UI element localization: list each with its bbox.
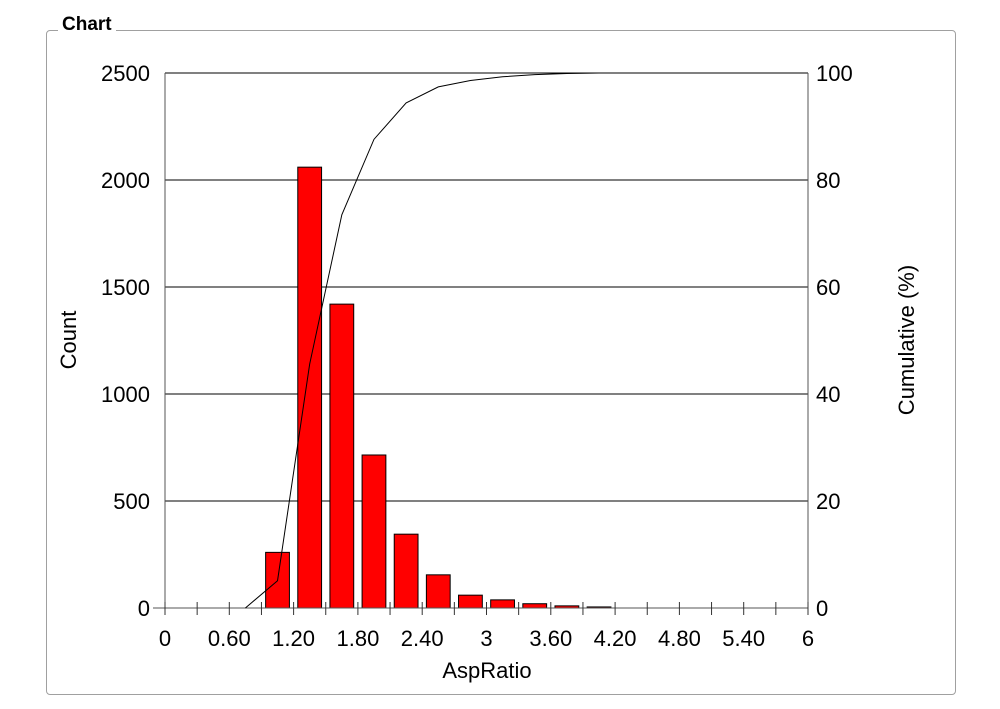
y2-tick-label: 40 bbox=[816, 382, 840, 407]
x-tick-label: 6 bbox=[802, 626, 814, 651]
y2-tick-label: 20 bbox=[816, 489, 840, 514]
y-tick-label: 2000 bbox=[101, 168, 150, 193]
x-tick-label: 1.80 bbox=[336, 626, 379, 651]
chart-group-title: Chart bbox=[58, 14, 116, 36]
histogram-bar bbox=[361, 454, 387, 609]
y-tick-label: 0 bbox=[138, 596, 150, 621]
histogram-bar bbox=[297, 166, 323, 609]
histogram-bar bbox=[329, 303, 355, 609]
histogram-bar bbox=[490, 599, 515, 609]
x-tick-label: 0 bbox=[159, 626, 171, 651]
histogram-bar bbox=[458, 594, 483, 609]
y2-tick-label: 60 bbox=[816, 275, 840, 300]
x-tick-label: 3 bbox=[480, 626, 492, 651]
y2-tick-label: 100 bbox=[816, 61, 853, 86]
histogram-bar bbox=[522, 603, 548, 609]
y2-axis-label: Cumulative (%) bbox=[894, 265, 919, 415]
x-axis-label: AspRatio bbox=[442, 658, 531, 683]
x-tick-label: 4.80 bbox=[658, 626, 701, 651]
chart-group-box bbox=[46, 30, 956, 695]
y-tick-label: 500 bbox=[113, 489, 150, 514]
x-tick-label: 5.40 bbox=[722, 626, 765, 651]
x-tick-label: 0.60 bbox=[208, 626, 251, 651]
cumulative-line bbox=[245, 72, 760, 609]
histogram-bar bbox=[425, 574, 451, 609]
y2-tick-label: 80 bbox=[816, 168, 840, 193]
histogram-bar bbox=[393, 533, 419, 609]
y-tick-label: 2500 bbox=[101, 61, 150, 86]
x-tick-label: 2.40 bbox=[401, 626, 444, 651]
x-tick-label: 4.20 bbox=[594, 626, 637, 651]
x-tick-label: 1.20 bbox=[272, 626, 315, 651]
y-tick-label: 1500 bbox=[101, 275, 150, 300]
y2-tick-label: 0 bbox=[816, 596, 828, 621]
x-tick-label: 3.60 bbox=[529, 626, 572, 651]
y-axis-label: Count bbox=[56, 311, 81, 370]
y-tick-label: 1000 bbox=[101, 382, 150, 407]
